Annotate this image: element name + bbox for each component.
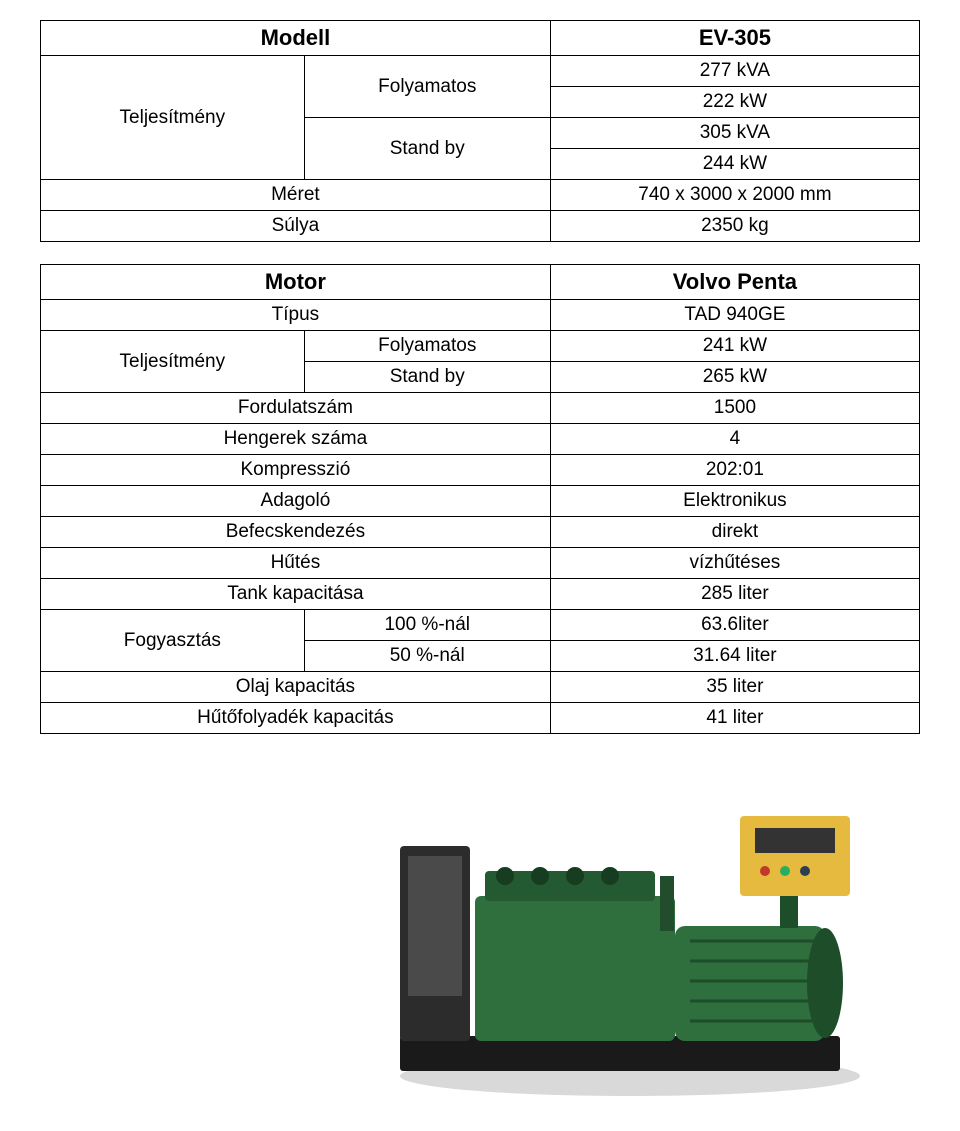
row-label: Tank kapacitása xyxy=(41,579,551,610)
table-row: TeljesítményFolyamatos241 kW xyxy=(41,331,920,362)
row-label: Teljesítmény xyxy=(41,56,305,180)
table-row: Méret740 x 3000 x 2000 mm xyxy=(41,180,920,211)
row-value: direkt xyxy=(550,517,919,548)
row-label: Hengerek száma xyxy=(41,424,551,455)
row-label: Méret xyxy=(41,180,551,211)
row-label: Befecskendezés xyxy=(41,517,551,548)
row-value: 305 kVA xyxy=(550,118,919,149)
row-value: 244 kW xyxy=(550,149,919,180)
row-value: 222 kW xyxy=(550,87,919,118)
row-value: vízhűtéses xyxy=(550,548,919,579)
spec-table-motor: Motor Volvo Penta TípusTAD 940GETeljesít… xyxy=(40,264,920,734)
engine-block xyxy=(475,896,675,1041)
row-value: 202:01 xyxy=(550,455,919,486)
table-row: Fogyasztás100 %-nál63.6liter xyxy=(41,610,920,641)
table-header-row: Motor Volvo Penta xyxy=(41,265,920,300)
table-row: Tank kapacitása285 liter xyxy=(41,579,920,610)
row-value: 2350 kg xyxy=(550,211,919,242)
radiator-grille xyxy=(408,856,462,996)
row-sublabel: Folyamatos xyxy=(304,331,550,362)
row-label: Fogyasztás xyxy=(41,610,305,672)
table-row: AdagolóElektronikus xyxy=(41,486,920,517)
row-value: 285 liter xyxy=(550,579,919,610)
row-label: Hűtőfolyadék kapacitás xyxy=(41,703,551,734)
header-motor: Motor xyxy=(41,265,551,300)
table-row: Kompresszió202:01 xyxy=(41,455,920,486)
header-ev305: EV-305 xyxy=(550,21,919,56)
row-value: 241 kW xyxy=(550,331,919,362)
product-photo-area xyxy=(40,756,920,1111)
table-row: Hűtésvízhűtéses xyxy=(41,548,920,579)
table2-body: TípusTAD 940GETeljesítményFolyamatos241 … xyxy=(41,300,920,734)
table-row: Hengerek száma4 xyxy=(41,424,920,455)
table-row: TípusTAD 940GE xyxy=(41,300,920,331)
control-panel-screen xyxy=(755,828,835,853)
control-button xyxy=(760,866,770,876)
row-value: 4 xyxy=(550,424,919,455)
row-sublabel: Folyamatos xyxy=(304,56,550,118)
table-header-row: Modell EV-305 xyxy=(41,21,920,56)
row-value: 63.6liter xyxy=(550,610,919,641)
pipe xyxy=(660,876,674,931)
row-value: 277 kVA xyxy=(550,56,919,87)
control-box-post xyxy=(780,896,798,928)
table-row: Fordulatszám1500 xyxy=(41,393,920,424)
control-button xyxy=(780,866,790,876)
row-value: 1500 xyxy=(550,393,919,424)
table-row: Súlya2350 kg xyxy=(41,211,920,242)
row-value: 35 liter xyxy=(550,672,919,703)
generator-set-photo xyxy=(360,756,880,1106)
row-label: Adagoló xyxy=(41,486,551,517)
row-label: Fordulatszám xyxy=(41,393,551,424)
table-row: Befecskendezésdirekt xyxy=(41,517,920,548)
row-value: 740 x 3000 x 2000 mm xyxy=(550,180,919,211)
row-sublabel: Stand by xyxy=(304,118,550,180)
cylinder-cap xyxy=(496,867,514,885)
table-row: Hűtőfolyadék kapacitás41 liter xyxy=(41,703,920,734)
alternator xyxy=(675,926,825,1041)
row-label: Olaj kapacitás xyxy=(41,672,551,703)
header-volvo: Volvo Penta xyxy=(550,265,919,300)
base-frame xyxy=(400,1036,840,1071)
row-value: 31.64 liter xyxy=(550,641,919,672)
row-label: Súlya xyxy=(41,211,551,242)
cylinder-cap xyxy=(601,867,619,885)
table-row: TeljesítményFolyamatos277 kVA xyxy=(41,56,920,87)
row-label: Típus xyxy=(41,300,551,331)
control-button xyxy=(800,866,810,876)
row-value: 41 liter xyxy=(550,703,919,734)
row-value: TAD 940GE xyxy=(550,300,919,331)
row-sublabel: 50 %-nál xyxy=(304,641,550,672)
row-label: Hűtés xyxy=(41,548,551,579)
cylinder-cap xyxy=(531,867,549,885)
table-row: Olaj kapacitás35 liter xyxy=(41,672,920,703)
row-label: Kompresszió xyxy=(41,455,551,486)
row-sublabel: 100 %-nál xyxy=(304,610,550,641)
row-label: Teljesítmény xyxy=(41,331,305,393)
row-value: Elektronikus xyxy=(550,486,919,517)
cylinder-cap xyxy=(566,867,584,885)
header-modell: Modell xyxy=(41,21,551,56)
table1-body: TeljesítményFolyamatos277 kVA222 kWStand… xyxy=(41,56,920,242)
row-value: 265 kW xyxy=(550,362,919,393)
spec-table-model: Modell EV-305 TeljesítményFolyamatos277 … xyxy=(40,20,920,242)
row-sublabel: Stand by xyxy=(304,362,550,393)
